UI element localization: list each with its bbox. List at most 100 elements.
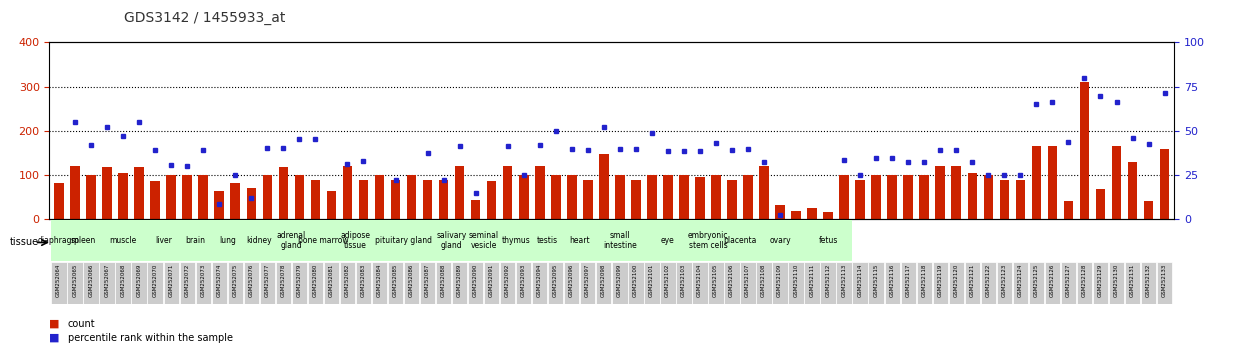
FancyBboxPatch shape: [131, 262, 147, 304]
Text: GSM252122: GSM252122: [985, 264, 990, 297]
Text: ■: ■: [49, 319, 59, 329]
Text: GSM252086: GSM252086: [409, 264, 414, 297]
Bar: [727, 180, 737, 219]
Text: GSM252097: GSM252097: [585, 264, 590, 297]
Bar: [439, 180, 449, 219]
Text: GSM252069: GSM252069: [136, 264, 141, 297]
Bar: [743, 175, 753, 219]
Bar: [423, 180, 433, 219]
FancyBboxPatch shape: [83, 262, 99, 304]
Bar: [920, 175, 929, 219]
FancyBboxPatch shape: [501, 262, 515, 304]
Text: GSM252126: GSM252126: [1049, 264, 1054, 297]
Text: GSM252109: GSM252109: [777, 264, 782, 297]
Text: tissue: tissue: [10, 238, 40, 247]
Text: lung: lung: [219, 236, 236, 245]
Bar: [1080, 82, 1089, 219]
FancyBboxPatch shape: [1141, 262, 1156, 304]
Bar: [711, 175, 721, 219]
Bar: [936, 166, 946, 219]
FancyBboxPatch shape: [99, 220, 147, 261]
FancyBboxPatch shape: [243, 262, 260, 304]
Bar: [823, 211, 833, 219]
Text: GSM252094: GSM252094: [536, 264, 541, 297]
FancyBboxPatch shape: [211, 262, 227, 304]
Bar: [662, 175, 672, 219]
FancyBboxPatch shape: [115, 262, 131, 304]
Bar: [1143, 201, 1153, 219]
FancyBboxPatch shape: [853, 262, 868, 304]
Bar: [183, 175, 192, 219]
Text: GSM252131: GSM252131: [1130, 264, 1135, 297]
Bar: [119, 173, 129, 219]
FancyBboxPatch shape: [468, 262, 483, 304]
Bar: [103, 167, 112, 219]
Text: GSM252073: GSM252073: [200, 264, 205, 297]
FancyBboxPatch shape: [676, 262, 692, 304]
Text: GSM252114: GSM252114: [858, 264, 863, 297]
Bar: [70, 166, 80, 219]
Text: GSM252079: GSM252079: [297, 264, 302, 297]
FancyBboxPatch shape: [51, 220, 67, 261]
Bar: [551, 175, 561, 219]
FancyBboxPatch shape: [276, 262, 290, 304]
FancyBboxPatch shape: [356, 262, 371, 304]
Text: bone marrow: bone marrow: [298, 236, 349, 245]
Bar: [294, 175, 304, 219]
Text: GSM252083: GSM252083: [361, 264, 366, 297]
FancyBboxPatch shape: [805, 220, 852, 261]
FancyBboxPatch shape: [499, 220, 531, 261]
FancyBboxPatch shape: [772, 262, 787, 304]
Text: testis: testis: [538, 236, 559, 245]
Text: GSM252102: GSM252102: [665, 264, 670, 297]
Text: GSM252095: GSM252095: [552, 264, 557, 297]
Bar: [54, 183, 64, 219]
Text: GSM252105: GSM252105: [713, 264, 718, 297]
FancyBboxPatch shape: [724, 220, 756, 261]
Bar: [679, 175, 688, 219]
FancyBboxPatch shape: [692, 262, 708, 304]
Text: pituitary gland: pituitary gland: [375, 236, 433, 245]
FancyBboxPatch shape: [789, 262, 803, 304]
Text: GSM252129: GSM252129: [1098, 264, 1103, 297]
FancyBboxPatch shape: [243, 220, 276, 261]
FancyBboxPatch shape: [821, 262, 836, 304]
FancyBboxPatch shape: [1157, 262, 1172, 304]
Bar: [326, 191, 336, 219]
FancyBboxPatch shape: [99, 262, 115, 304]
FancyBboxPatch shape: [644, 262, 660, 304]
Bar: [904, 175, 913, 219]
FancyBboxPatch shape: [195, 262, 211, 304]
Text: percentile rank within the sample: percentile rank within the sample: [68, 333, 232, 343]
FancyBboxPatch shape: [52, 262, 67, 304]
Bar: [535, 166, 545, 219]
Text: GSM252068: GSM252068: [120, 264, 125, 297]
FancyBboxPatch shape: [1044, 262, 1060, 304]
Text: diaphragm: diaphragm: [38, 236, 80, 245]
Bar: [151, 181, 159, 219]
Text: GSM252075: GSM252075: [232, 264, 237, 297]
FancyBboxPatch shape: [68, 262, 83, 304]
FancyBboxPatch shape: [948, 262, 964, 304]
Bar: [759, 166, 769, 219]
Bar: [599, 154, 608, 219]
Text: GSM252132: GSM252132: [1146, 264, 1151, 297]
Bar: [887, 175, 897, 219]
FancyBboxPatch shape: [147, 262, 163, 304]
Text: GSM252107: GSM252107: [745, 264, 750, 297]
Bar: [1064, 201, 1073, 219]
FancyBboxPatch shape: [644, 220, 692, 261]
Text: GSM252092: GSM252092: [504, 264, 510, 297]
Bar: [952, 166, 962, 219]
Bar: [503, 166, 513, 219]
Text: count: count: [68, 319, 95, 329]
Bar: [871, 175, 881, 219]
Text: GSM252103: GSM252103: [681, 264, 686, 297]
Text: GSM252104: GSM252104: [697, 264, 702, 297]
Bar: [583, 180, 592, 219]
Text: GSM252110: GSM252110: [794, 264, 798, 297]
FancyBboxPatch shape: [692, 220, 724, 261]
FancyBboxPatch shape: [1012, 262, 1028, 304]
Bar: [855, 180, 865, 219]
Bar: [968, 173, 978, 219]
